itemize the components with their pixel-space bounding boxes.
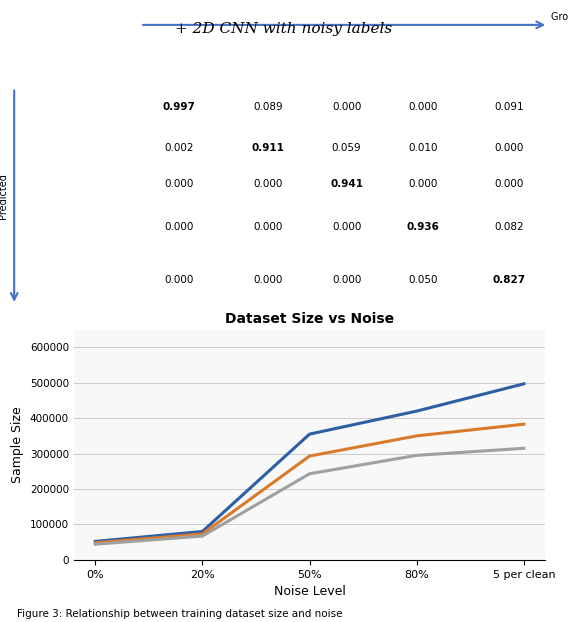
Text: 0.000: 0.000 xyxy=(408,101,437,111)
85% xyxy=(92,537,99,545)
85% xyxy=(414,407,420,415)
Text: 0.911: 0.911 xyxy=(252,143,285,153)
Text: 0.091: 0.091 xyxy=(495,101,524,111)
Text: Predicted: Predicted xyxy=(0,174,8,219)
Text: No
Impairment: No Impairment xyxy=(64,271,116,290)
80% xyxy=(199,530,206,537)
Text: 0.089: 0.089 xyxy=(253,101,283,111)
Y-axis label: Sample Size: Sample Size xyxy=(11,406,24,483)
Text: 0.941: 0.941 xyxy=(330,179,363,189)
Text: 0.827: 0.827 xyxy=(493,276,526,285)
Text: Reverb: Reverb xyxy=(74,180,106,188)
Text: Low
Volume: Low Volume xyxy=(73,217,107,237)
Text: 0.002: 0.002 xyxy=(164,143,194,153)
85% xyxy=(199,527,206,535)
Text: 0.010: 0.010 xyxy=(408,143,438,153)
Text: Speech
Distortion: Speech Distortion xyxy=(245,53,290,72)
Text: 0.082: 0.082 xyxy=(495,222,524,232)
75% xyxy=(199,532,206,540)
Text: 0.000: 0.000 xyxy=(253,222,282,232)
Text: Low
Volume: Low Volume xyxy=(406,53,440,72)
Text: + 2D CNN with noisy labels: + 2D CNN with noisy labels xyxy=(176,22,392,36)
Text: 0.000: 0.000 xyxy=(332,276,361,285)
Text: 0.059: 0.059 xyxy=(332,143,361,153)
Text: 0.050: 0.050 xyxy=(408,276,438,285)
Text: 0.000: 0.000 xyxy=(332,222,361,232)
Line: 80%: 80% xyxy=(95,424,524,543)
Text: Background
Noise: Background Noise xyxy=(152,53,206,72)
Text: Figure 3: Relationship between training dataset size and noise: Figure 3: Relationship between training … xyxy=(17,609,343,619)
Text: 0.000: 0.000 xyxy=(495,143,524,153)
Title: Dataset Size vs Noise: Dataset Size vs Noise xyxy=(225,312,394,326)
Text: 0.997: 0.997 xyxy=(162,101,195,111)
Line: 75%: 75% xyxy=(95,448,524,544)
75% xyxy=(414,452,420,459)
Text: 0.000: 0.000 xyxy=(164,276,194,285)
Text: No
Impairment: No Impairment xyxy=(483,53,536,72)
75% xyxy=(92,541,99,548)
80% xyxy=(306,452,313,460)
Text: 0.936: 0.936 xyxy=(407,222,439,232)
Text: Ground truth: Ground truth xyxy=(551,12,568,22)
Text: Speech
Distortion: Speech Distortion xyxy=(68,138,112,158)
Text: Background
Noise: Background Noise xyxy=(63,97,117,116)
Line: 85%: 85% xyxy=(95,384,524,541)
75% xyxy=(306,470,313,478)
80% xyxy=(92,539,99,547)
Text: 0.000: 0.000 xyxy=(164,179,194,189)
Text: 0.000: 0.000 xyxy=(332,101,361,111)
80% xyxy=(414,432,420,440)
Text: 0.000: 0.000 xyxy=(495,179,524,189)
85% xyxy=(520,380,527,388)
Text: 0.000: 0.000 xyxy=(408,179,437,189)
80% xyxy=(520,420,527,428)
75% xyxy=(520,445,527,452)
Text: 0.000: 0.000 xyxy=(253,276,282,285)
Text: 0.000: 0.000 xyxy=(164,222,194,232)
X-axis label: Noise Level: Noise Level xyxy=(274,585,345,598)
Text: Reverb: Reverb xyxy=(331,58,362,67)
85% xyxy=(306,430,313,438)
Text: 0.000: 0.000 xyxy=(253,179,282,189)
